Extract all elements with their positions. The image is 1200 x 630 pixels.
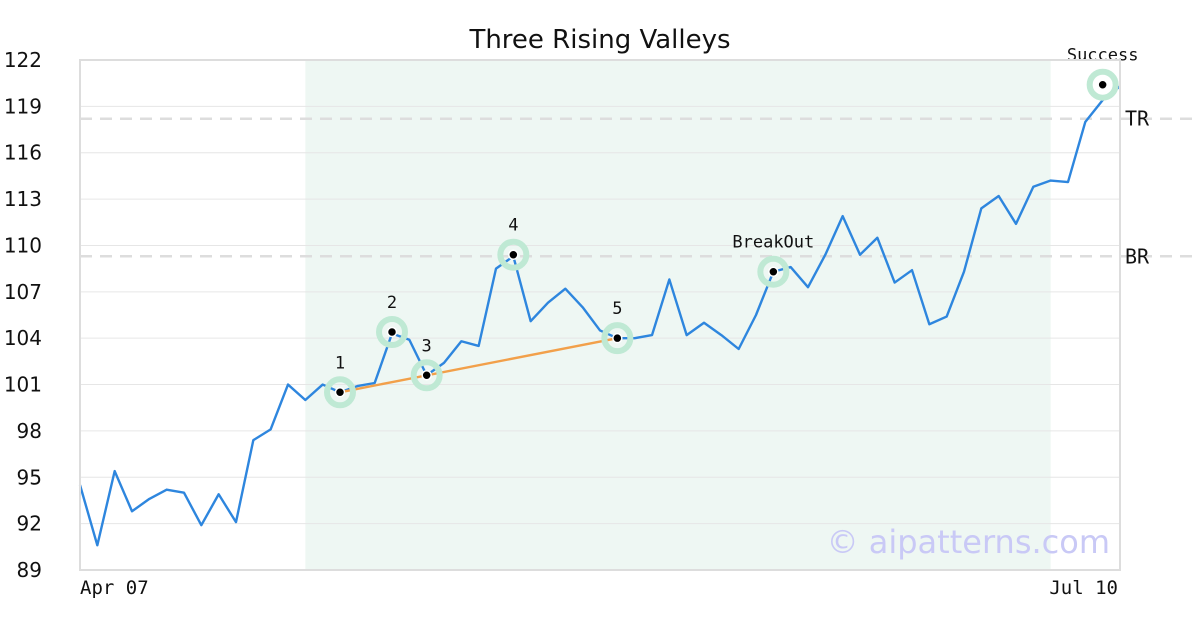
point-marker <box>612 332 623 344</box>
point-marker <box>421 370 432 381</box>
valley-trendline <box>339 337 618 394</box>
chart-title: Three Rising Valleys <box>468 25 730 55</box>
point-marker <box>508 249 519 260</box>
x-tick-label: Apr 07 <box>80 577 149 599</box>
point-label: BreakOut <box>732 233 814 253</box>
pattern-region <box>305 60 1051 570</box>
point-marker <box>386 326 398 338</box>
point-halo <box>410 359 443 392</box>
y-tick-label: 113 <box>4 187 42 211</box>
point-label: 2 <box>387 293 397 313</box>
point-label: 1 <box>335 353 345 373</box>
reference-lines: TR BR <box>80 107 1200 268</box>
x-axis-ticks: Apr 07 Jul 10 <box>80 577 1118 599</box>
point-marker <box>1097 79 1108 90</box>
plot-frame <box>79 59 1121 571</box>
point-marker <box>334 387 346 398</box>
reference-line-label: BR <box>1125 244 1150 268</box>
point-halo <box>497 238 530 271</box>
point-label: 3 <box>422 336 432 356</box>
price-series-line <box>78 85 1121 547</box>
x-tick-label: Jul 10 <box>1049 577 1118 599</box>
reference-line-label: TR <box>1125 107 1150 131</box>
y-tick-label: 110 <box>4 233 42 257</box>
point-marker <box>768 266 779 277</box>
y-axis-ticks: 89 92 95 98 101 104 107 110 113 116 119 122 <box>4 48 42 582</box>
point-label: 4 <box>508 216 518 236</box>
y-tick-label: 95 <box>17 465 42 489</box>
y-tick-label: 107 <box>4 280 42 304</box>
y-tick-label: 89 <box>17 558 42 582</box>
watermark: © aipatterns.com <box>827 523 1110 561</box>
y-tick-label: 92 <box>17 512 42 536</box>
point-label: Success <box>1067 46 1139 66</box>
point-halo <box>324 376 356 409</box>
point-halo <box>757 255 790 288</box>
y-tick-label: 119 <box>4 94 42 118</box>
y-tick-label: 104 <box>4 326 42 350</box>
point-label: 5 <box>612 299 622 319</box>
point-halo <box>601 322 634 355</box>
y-tick-label: 122 <box>4 48 42 72</box>
y-tick-label: 98 <box>17 419 42 443</box>
point-halo <box>1086 68 1119 101</box>
y-tick-label: 101 <box>4 373 42 397</box>
point-halo <box>376 316 408 348</box>
y-tick-label: 116 <box>4 141 42 165</box>
